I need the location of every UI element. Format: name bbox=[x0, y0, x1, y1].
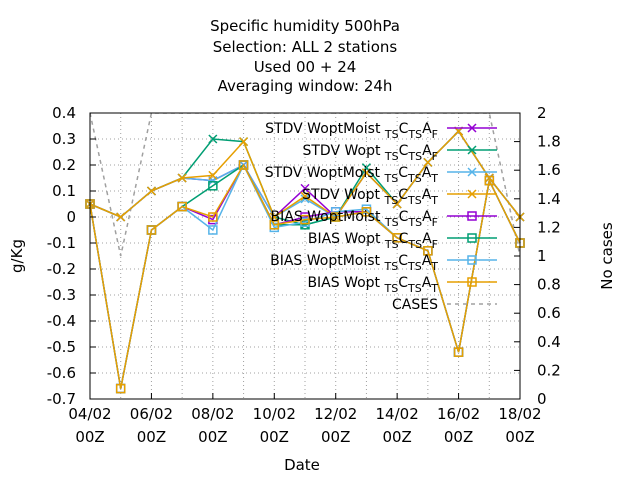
chart-title-line-1: Specific humidity 500hPa bbox=[210, 17, 400, 35]
legend-label: STDV Wopt TSCTSAF bbox=[302, 143, 438, 163]
data-point bbox=[116, 212, 126, 222]
y2-tick-label: 1.8 bbox=[537, 133, 561, 151]
y2-tick-label: 1 bbox=[537, 247, 547, 265]
legend-label-cases: CASES bbox=[392, 297, 438, 313]
y-tick-label: -0.1 bbox=[47, 234, 76, 252]
data-point bbox=[115, 383, 126, 394]
x-tick-label: 10/02 bbox=[253, 405, 296, 423]
data-point bbox=[300, 191, 310, 201]
x-tick-label: 12/02 bbox=[314, 405, 357, 423]
y2-tick-label: 1.6 bbox=[537, 161, 561, 179]
data-point bbox=[239, 137, 249, 147]
data-point bbox=[208, 170, 218, 180]
chart-title-line-3: Used 00 + 24 bbox=[253, 58, 357, 76]
axes: -0.7 -0.6 -0.5 -0.4 -0.3 -0.2 -0.1 0 0.1 0.2 0.3 0.… bbox=[8, 104, 616, 474]
data-point bbox=[361, 168, 371, 178]
y-tick-label: -0.5 bbox=[47, 338, 76, 356]
x-tick-label: 18/02 bbox=[498, 405, 541, 423]
legend-label: STDV Wopt TSCTSAT bbox=[302, 187, 438, 207]
legend-label: BIAS WoptMoist TSCTSAF bbox=[271, 209, 438, 229]
y-tick-label: 0.2 bbox=[52, 156, 76, 174]
x-tick-label-hour: 00Z bbox=[321, 428, 350, 446]
legend-label: BIAS Wopt TSCTSAT bbox=[307, 275, 438, 295]
chart-title-line-2: Selection: ALL 2 stations bbox=[212, 38, 398, 56]
y-tick-label: -0.4 bbox=[47, 312, 76, 330]
legend-sample-marker bbox=[467, 277, 477, 287]
y-tick-label: -0.3 bbox=[47, 286, 76, 304]
y-tick-label: 0.1 bbox=[52, 182, 76, 200]
legend-label: STDV WoptMoist TSCTSAT bbox=[265, 165, 439, 185]
y-tick-label: 0 bbox=[66, 208, 76, 226]
x-tick-label-hour: 00Z bbox=[75, 428, 104, 446]
y2-axis-label: No cases bbox=[598, 222, 616, 290]
x-tick-label: 08/02 bbox=[191, 405, 234, 423]
data-point bbox=[392, 233, 402, 243]
y-tick-label: -0.2 bbox=[47, 260, 76, 278]
y-tick-label: -0.6 bbox=[47, 364, 76, 382]
data-point bbox=[269, 220, 280, 230]
legend-sample-marker bbox=[467, 211, 477, 221]
x-tick-label: 14/02 bbox=[376, 405, 419, 423]
data-point bbox=[208, 134, 218, 144]
x-tick-label-hour: 00Z bbox=[505, 428, 534, 446]
y2-tick-label: 0 bbox=[537, 390, 547, 408]
y2-tick-label: 2 bbox=[537, 104, 547, 122]
legend-sample-marker bbox=[467, 145, 477, 155]
y2-tick-label: 1.2 bbox=[537, 218, 561, 236]
y-tick-label: 0.4 bbox=[52, 104, 76, 122]
x-tick-label: 16/02 bbox=[437, 405, 480, 423]
data-point bbox=[208, 212, 218, 222]
data-point bbox=[208, 225, 218, 235]
legend-sample-marker bbox=[467, 167, 477, 177]
x-tick-label-hour: 00Z bbox=[382, 428, 411, 446]
legend-sample-marker bbox=[467, 123, 477, 133]
series-line bbox=[89, 163, 521, 389]
y2-tick-label: 0.8 bbox=[537, 276, 561, 294]
x-tick-label: 04/02 bbox=[68, 405, 111, 423]
data-point bbox=[300, 183, 310, 193]
data-point bbox=[330, 207, 341, 217]
data-point bbox=[392, 199, 402, 209]
y-axis-label: g/Kg bbox=[8, 239, 26, 273]
x-tick-label-hour: 00Z bbox=[137, 428, 166, 446]
data-point bbox=[177, 173, 187, 183]
y2-tick-label: 0.4 bbox=[537, 333, 561, 351]
legend-sample-marker bbox=[467, 189, 477, 199]
legend-sample-marker bbox=[467, 255, 477, 265]
legend-sample-marker bbox=[467, 233, 477, 243]
legend-label: STDV WoptMoist TSCTSAF bbox=[265, 121, 438, 141]
data-point bbox=[484, 175, 495, 186]
x-tick-label-hour: 00Z bbox=[260, 428, 289, 446]
data-point bbox=[177, 201, 187, 212]
data-point bbox=[330, 212, 341, 222]
data-point bbox=[300, 194, 310, 204]
data-point bbox=[484, 173, 494, 183]
data-point bbox=[146, 225, 157, 235]
legend-label: BIAS WoptMoist TSCTSAT bbox=[270, 253, 438, 273]
data-point bbox=[146, 186, 156, 196]
y2-tick-label: 0.6 bbox=[537, 304, 561, 322]
x-axis-label: Date bbox=[284, 456, 320, 474]
chart-title-line-4: Averaging window: 24h bbox=[217, 77, 393, 95]
series-layer bbox=[85, 126, 525, 394]
data-point bbox=[208, 181, 218, 191]
data-point bbox=[361, 207, 372, 217]
y-tick-label: -0.7 bbox=[47, 390, 76, 408]
data-point bbox=[453, 347, 464, 357]
data-point bbox=[300, 214, 310, 225]
y2-tick-label: 0.2 bbox=[537, 361, 561, 379]
y-tick-label: 0.3 bbox=[52, 130, 76, 148]
data-point bbox=[423, 157, 433, 167]
x-tick-label-hour: 00Z bbox=[198, 428, 227, 446]
data-point bbox=[423, 246, 433, 256]
x-tick-label: 06/02 bbox=[130, 405, 173, 423]
legend-label: BIAS Wopt TSCTSAF bbox=[308, 231, 438, 251]
data-point bbox=[238, 160, 249, 170]
y2-tick-label: 1.4 bbox=[537, 190, 561, 208]
x-tick-label-hour: 00Z bbox=[444, 428, 473, 446]
